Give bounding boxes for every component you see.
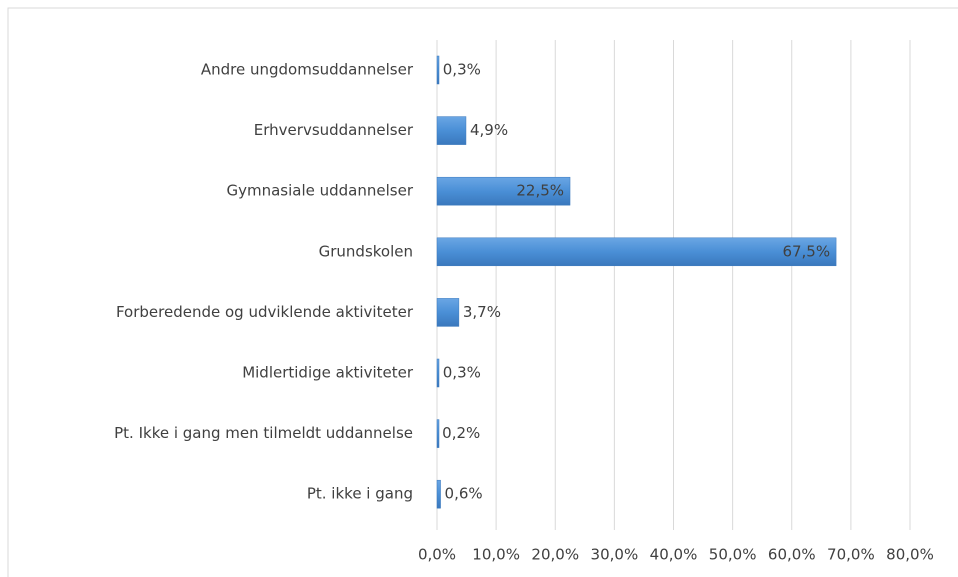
y-tick-label: Erhvervsuddannelser [254,121,414,139]
data-label: 3,7% [463,303,501,321]
x-tick-label: 40,0% [650,546,698,564]
x-tick-label: 60,0% [768,546,816,564]
y-tick-label: Pt. ikke i gang [307,485,413,503]
bar [436,55,440,85]
x-tick-label: 70,0% [827,546,875,564]
data-label: 67,5% [782,242,830,260]
y-tick-label: Gymnasiale uddannelser [226,182,413,200]
y-tick-label: Andre ungdomsuddannelser [201,61,414,79]
bar [436,358,440,388]
x-tick-label: 80,0% [886,546,934,564]
data-label: 0,6% [445,485,483,503]
bar [436,479,441,509]
x-tick-label: 10,0% [472,546,520,564]
x-tick-label: 0,0% [418,546,456,564]
x-tick-label: 30,0% [591,546,639,564]
bar [436,237,837,267]
y-tick-label: Forberedende og udviklende aktiviteter [116,303,414,321]
x-tick-label: 50,0% [709,546,757,564]
bar [436,116,467,145]
y-tick-label: Grundskolen [319,242,413,260]
data-label: 4,9% [470,121,508,139]
bar [436,298,460,327]
y-tick-label: Pt. Ikke i gang men tilmeldt uddannelse [114,424,413,442]
y-tick-label: Midlertidige aktiviteter [242,364,414,382]
data-label: 0,3% [443,364,481,382]
x-tick-label: 20,0% [531,546,579,564]
chart-frame [7,7,958,577]
data-label: 0,3% [443,61,481,79]
data-label: 0,2% [442,424,480,442]
bar [436,176,571,206]
data-label: 22,5% [516,182,564,200]
bar [436,419,440,448]
